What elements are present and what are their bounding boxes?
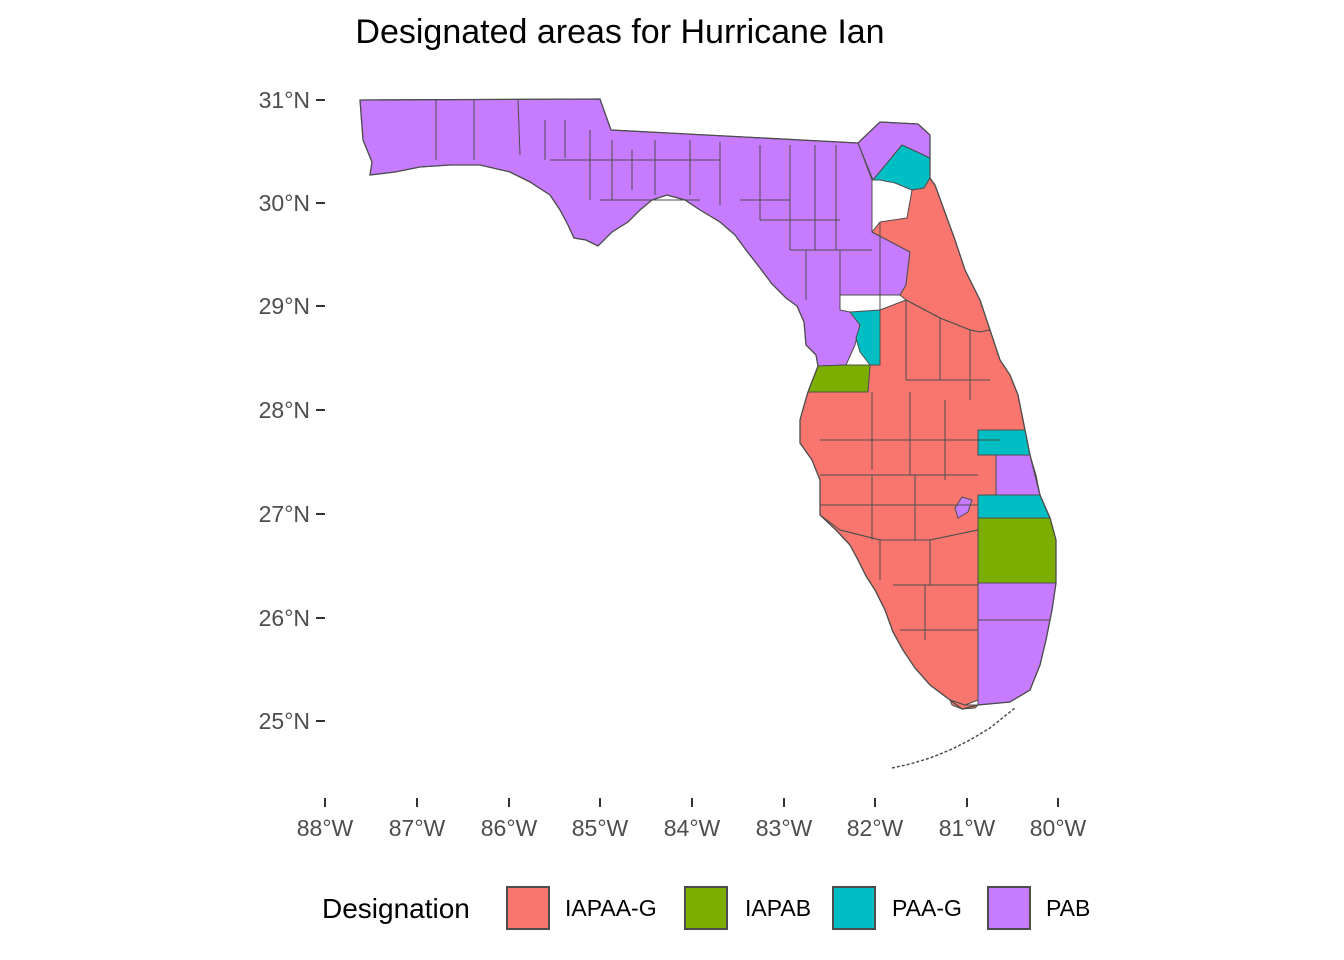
legend-label: IAPAB xyxy=(745,895,811,921)
lon-tick-85: 85°W xyxy=(572,798,629,841)
lon-tick-label: 84°W xyxy=(664,815,721,841)
legend-swatch xyxy=(506,886,550,930)
region-st-lucie xyxy=(995,454,1041,496)
lon-tick-84: 84°W xyxy=(664,798,721,841)
lat-tick-26: 26°N xyxy=(259,605,325,631)
latitude-axis: 31°N 30°N 29°N 28°N 27°N 26°N 25°N xyxy=(259,87,325,734)
lon-tick-label: 87°W xyxy=(389,815,446,841)
lat-tick-label: 27°N xyxy=(259,501,310,527)
legend-label: PAB xyxy=(1046,895,1090,921)
lat-tick-label: 26°N xyxy=(259,605,310,631)
lat-tick-label: 30°N xyxy=(259,190,310,216)
region-broward-miami-dade xyxy=(977,582,1057,706)
legend-label: IAPAA-G xyxy=(565,895,657,921)
lat-tick-label: 29°N xyxy=(259,293,310,319)
lat-tick-label: 25°N xyxy=(259,708,310,734)
lon-tick-81: 81°W xyxy=(939,798,996,841)
region-sumter xyxy=(849,309,881,366)
county-boundaries xyxy=(435,99,1050,640)
lon-tick-86: 86°W xyxy=(481,798,538,841)
lon-tick-label: 88°W xyxy=(297,815,354,841)
lat-tick-label: 31°N xyxy=(259,87,310,113)
legend-item-iapab: IAPAB xyxy=(684,886,811,930)
region-southwest-florida xyxy=(819,514,979,706)
legend-item-pab: PAB xyxy=(987,886,1090,930)
lon-tick-88: 88°W xyxy=(297,798,354,841)
region-palm-beach xyxy=(977,517,1057,584)
lon-tick-label: 83°W xyxy=(756,815,813,841)
legend: Designation IAPAA-G IAPAB PAA-G PAB xyxy=(322,886,1090,930)
florida-map xyxy=(359,98,1057,769)
longitude-axis: 88°W 87°W 86°W 85°W 84°W 83°W 82°W 81°W xyxy=(297,798,1087,841)
legend-swatch xyxy=(684,886,728,930)
region-martin xyxy=(977,494,1051,519)
lat-tick-30: 30°N xyxy=(259,190,325,216)
legend-item-iapaa-g: IAPAA-G xyxy=(506,886,657,930)
region-lake-okeechobee xyxy=(954,496,973,519)
lon-tick-label: 85°W xyxy=(572,815,629,841)
florida-keys xyxy=(891,707,1016,769)
lat-tick-29: 29°N xyxy=(259,293,325,319)
lon-tick-87: 87°W xyxy=(389,798,446,841)
legend-swatch xyxy=(987,886,1031,930)
lat-tick-25: 25°N xyxy=(259,708,325,734)
lon-tick-label: 81°W xyxy=(939,815,996,841)
legend-swatch xyxy=(832,886,876,930)
lon-tick-label: 80°W xyxy=(1030,815,1087,841)
lon-tick-80: 80°W xyxy=(1030,798,1087,841)
legend-title: Designation xyxy=(322,893,470,924)
lon-tick-83: 83°W xyxy=(756,798,813,841)
lat-tick-31: 31°N xyxy=(259,87,325,113)
region-indian-river xyxy=(977,429,1031,456)
lat-tick-label: 28°N xyxy=(259,397,310,423)
map-title: Designated areas for Hurricane Ian xyxy=(355,13,884,51)
region-florida-panhandle xyxy=(359,98,911,367)
legend-item-paa-g: PAA-G xyxy=(832,886,962,930)
lat-tick-27: 27°N xyxy=(259,501,325,527)
lon-tick-label: 86°W xyxy=(481,815,538,841)
lon-tick-82: 82°W xyxy=(847,798,904,841)
lon-tick-label: 82°W xyxy=(847,815,904,841)
state-outline xyxy=(359,98,1057,710)
legend-label: PAA-G xyxy=(892,895,962,921)
lat-tick-28: 28°N xyxy=(259,397,325,423)
